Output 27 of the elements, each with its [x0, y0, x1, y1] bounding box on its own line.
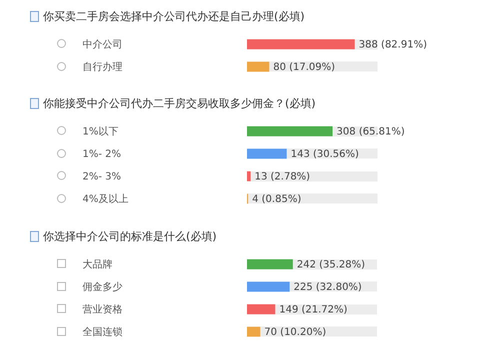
data-label: 4 (0.85%): [252, 194, 302, 204]
y-tick-label: 1%- 2%: [82, 148, 122, 160]
bar: [247, 326, 260, 336]
data-label: 242 (35.28%): [296, 259, 366, 270]
chart-title: 你买卖二手房会选择中介公司代办还是自己办理(必填): [43, 10, 305, 23]
y-tick-label: 全国连锁: [82, 326, 122, 338]
y-tick-label: 大品牌: [82, 258, 112, 270]
y-tick-label: 中介公司: [82, 38, 122, 50]
y-tick-label: 2%- 3%: [82, 171, 122, 182]
bar: [247, 171, 251, 181]
data-label: 143 (30.56%): [290, 148, 360, 160]
y-tick-label: 4%及以上: [82, 192, 128, 204]
y-tick-label: 营业资格: [82, 303, 122, 315]
bar: [247, 304, 276, 314]
data-label: 149 (21.72%): [279, 304, 348, 315]
data-label: 308 (65.81%): [336, 126, 405, 137]
data-label: 80 (17.09%): [273, 62, 336, 72]
data-label: 13 (2.78%): [254, 171, 310, 182]
chart-title: 你能接受中介公司代办二手房交易收取多少佣金？(必填): [43, 96, 316, 110]
text: 你选择中介公司的标准是什么(必填): [43, 230, 217, 243]
y-tick-label: 佣金多少: [82, 280, 122, 292]
y-tick-label: 自行办理: [82, 60, 122, 72]
bar: [247, 148, 287, 158]
data-label: 388 (82.91%): [358, 39, 428, 50]
y-tick-label: 1%以下: [82, 125, 118, 137]
data-label: 225 (32.80%): [294, 282, 362, 292]
data-label: 70 (10.20%): [264, 326, 326, 338]
